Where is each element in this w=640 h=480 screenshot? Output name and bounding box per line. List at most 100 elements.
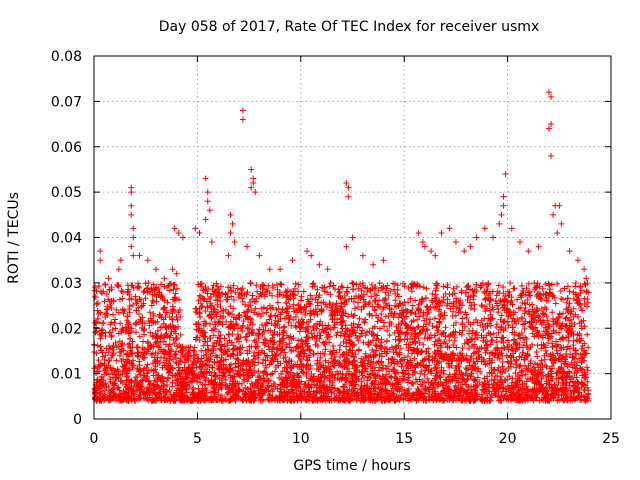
- roti-point: [253, 298, 260, 305]
- roti-point: [431, 385, 438, 392]
- roti-point: [336, 360, 343, 367]
- roti-point: [583, 288, 590, 295]
- roti-point: [105, 384, 112, 391]
- roti-point: [245, 325, 252, 332]
- roti-point: [563, 354, 570, 361]
- roti-point: [473, 355, 480, 362]
- roti-point: [557, 336, 564, 343]
- roti-point: [468, 363, 475, 370]
- roti-point: [365, 341, 372, 348]
- roti-point: [110, 389, 117, 396]
- roti-point: [102, 352, 109, 359]
- roti-point: [199, 388, 206, 395]
- roti-point: [295, 301, 302, 308]
- roti-point: [378, 350, 385, 357]
- roti-point: [373, 335, 380, 342]
- roti-point: [514, 296, 521, 303]
- roti-point: [362, 365, 369, 372]
- roti-point: [546, 282, 553, 289]
- roti-point: [162, 324, 169, 331]
- roti-point: [523, 378, 530, 385]
- roti-point: [556, 329, 563, 336]
- roti-point: [294, 372, 301, 379]
- roti-point: [384, 282, 391, 289]
- roti-point: [491, 366, 498, 373]
- roti-point: [172, 290, 179, 297]
- roti-point: [514, 397, 521, 404]
- roti-point: [156, 311, 163, 318]
- roti-point: [237, 367, 244, 374]
- roti-point: [170, 336, 177, 343]
- roti-point: [303, 303, 310, 310]
- roti-point: [175, 361, 182, 368]
- roti-point: [334, 375, 341, 382]
- roti-point: [353, 377, 360, 384]
- roti-point: [412, 333, 419, 340]
- roti-point: [481, 288, 488, 295]
- roti-point: [553, 375, 560, 382]
- roti-point: [449, 377, 456, 384]
- roti-point: [563, 314, 570, 321]
- roti-point: [378, 391, 385, 398]
- roti-point: [440, 299, 447, 306]
- roti-point: [219, 290, 226, 297]
- roti-point: [562, 388, 569, 395]
- roti-point: [499, 363, 506, 370]
- roti-point: [303, 369, 310, 376]
- roti-point: [121, 367, 128, 374]
- roti-point: [277, 337, 284, 344]
- roti-point: [214, 353, 221, 360]
- roti-point: [113, 344, 120, 351]
- roti-point: [239, 388, 246, 395]
- roti-point: [377, 386, 384, 393]
- roti-point: [505, 322, 512, 329]
- roti-point: [163, 309, 170, 316]
- roti-point: [523, 285, 530, 292]
- roti-point: [445, 385, 452, 392]
- roti-point: [465, 339, 472, 346]
- roti-point: [116, 387, 123, 394]
- roti-point: [307, 310, 314, 317]
- roti-point: [405, 371, 412, 378]
- roti-point: [105, 349, 112, 356]
- roti-point: [369, 367, 376, 374]
- roti-point: [521, 307, 528, 314]
- roti-point: [386, 368, 393, 375]
- roti-point: [266, 361, 273, 368]
- roti-point: [311, 283, 318, 290]
- roti-point: [229, 387, 236, 394]
- roti-point: [412, 310, 419, 317]
- roti-point: [234, 285, 241, 292]
- roti-point: [379, 297, 386, 304]
- roti-point: [548, 370, 555, 377]
- roti-point: [345, 390, 352, 397]
- roti-point: [341, 292, 348, 299]
- roti-point: [382, 289, 389, 296]
- roti-point: [347, 352, 354, 359]
- roti-point: [424, 375, 431, 382]
- roti-point: [134, 349, 141, 356]
- roti-point: [318, 299, 325, 306]
- roti-point: [566, 372, 573, 379]
- roti-point: [361, 319, 368, 326]
- roti-point: [338, 300, 345, 307]
- roti-point: [195, 297, 202, 304]
- roti-point: [126, 306, 133, 313]
- roti-point: [422, 367, 429, 374]
- roti-point: [452, 312, 459, 319]
- roti-point: [537, 318, 544, 325]
- roti-point: [318, 389, 325, 396]
- roti-point: [339, 284, 346, 291]
- roti-point: [193, 364, 200, 371]
- roti-point: [107, 378, 114, 385]
- roti-point: [447, 305, 454, 312]
- roti-point: [287, 397, 294, 404]
- roti-point: [565, 337, 572, 344]
- roti-point: [280, 355, 287, 362]
- roti-point: [114, 366, 121, 373]
- roti-point: [290, 389, 297, 396]
- roti-point: [498, 324, 505, 331]
- roti-point: [114, 282, 121, 289]
- roti-point: [322, 390, 329, 397]
- roti-point: [449, 352, 456, 359]
